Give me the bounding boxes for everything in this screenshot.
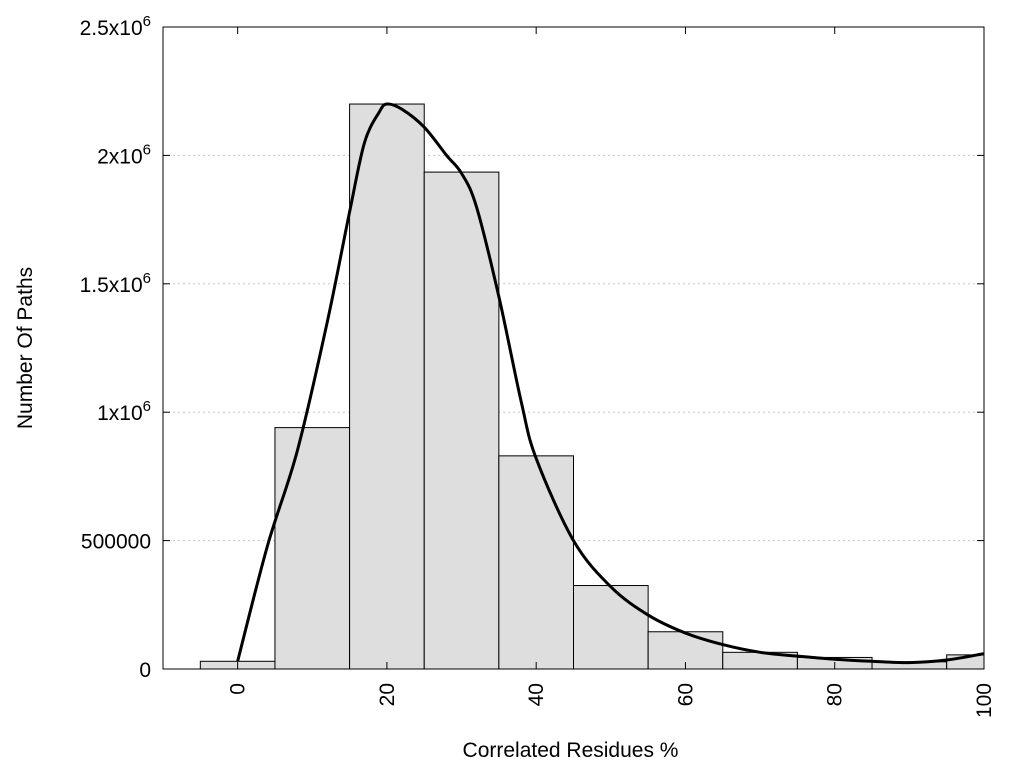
x-tick-label: 60 [674,683,697,706]
bar [349,103,425,670]
y-tick-label: 2.5x106 [80,13,151,40]
bar [274,427,351,670]
bars [199,103,985,670]
plot-frame [162,26,985,670]
density-curve-layer [236,102,985,665]
x-axis-ticks: 0 20 40 60 80 100 [227,27,996,718]
x-tick-label: 80 [824,683,847,706]
y-axis-title: Number Of Paths [14,267,37,429]
y-tick-label: 2x106 [97,141,151,168]
y-tick-label: 1x106 [97,398,151,425]
y-tick-label: 1.5x106 [80,270,151,297]
x-tick-label: 100 [973,683,996,718]
bar [498,455,575,670]
density-curve [236,102,985,665]
bar [423,171,500,670]
y-tick-label: 500000 [81,531,151,554]
x-tick-label: 20 [376,683,399,706]
bar [573,585,649,670]
y-tick-label: 0 [139,659,151,682]
x-tick-label: 40 [525,683,548,706]
x-tick-label: 0 [227,683,250,695]
x-axis-title: Correlated Residues % [463,739,679,762]
y-axis-ticks: 0 500000 1x106 1.5x106 2x106 2.5x106 [80,13,984,682]
